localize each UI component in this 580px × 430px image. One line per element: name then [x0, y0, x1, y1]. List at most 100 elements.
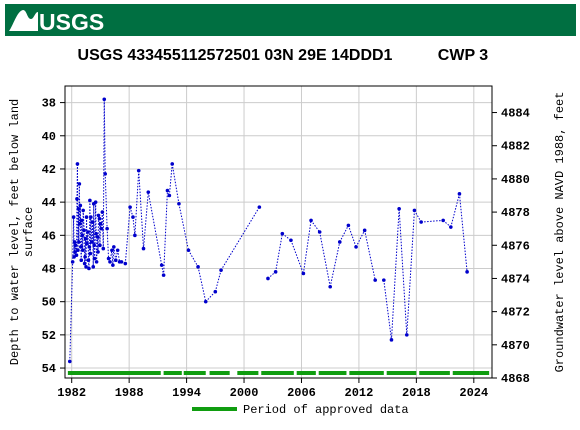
- data-point: [382, 278, 386, 282]
- data-point: [213, 289, 218, 294]
- x-tick-label: 2006: [287, 386, 316, 400]
- data-point: [389, 338, 394, 342]
- data-point: [83, 255, 87, 259]
- data-point: [77, 240, 81, 244]
- series-segment: [106, 228, 110, 259]
- series-segment: [310, 220, 321, 233]
- data-point: [397, 206, 401, 211]
- data-point: [102, 97, 107, 102]
- series-segment: [302, 220, 312, 274]
- series-segment: [414, 210, 422, 223]
- data-point: [98, 243, 102, 248]
- data-point: [99, 226, 104, 231]
- data-point: [78, 221, 82, 226]
- y2-axis-ticks: 4868 4870 4872 4874 4876 4878 4880 4882 4884: [492, 107, 530, 386]
- series-segment: [364, 230, 376, 281]
- data-point: [105, 226, 109, 231]
- data-point: [115, 248, 120, 253]
- data-point: [76, 248, 80, 253]
- y-tick-label: 40: [42, 130, 56, 144]
- data-point: [88, 198, 92, 203]
- data-point: [373, 278, 377, 282]
- data-point: [301, 271, 306, 276]
- series-segment: [214, 270, 222, 292]
- data-point: [128, 205, 132, 209]
- series-segment: [90, 217, 93, 242]
- data-point: [84, 265, 88, 269]
- data-point: [317, 230, 322, 234]
- series-segment: [124, 207, 131, 264]
- y2-tick-label: 4870: [501, 339, 530, 353]
- data-point: [100, 210, 105, 214]
- data-point: [85, 241, 89, 246]
- data-point: [159, 263, 164, 267]
- grid: [65, 86, 492, 378]
- data-point: [337, 240, 342, 244]
- data-point: [203, 299, 208, 304]
- data-point: [108, 260, 112, 264]
- data-point: [412, 208, 417, 213]
- data-point: [70, 260, 75, 264]
- data-point: [177, 201, 181, 206]
- x-axis-ticks: 1982 1988 1994 2000 2006 2012 2018 2024: [57, 378, 488, 400]
- data-point: [90, 240, 94, 244]
- series-segment: [94, 202, 97, 259]
- data-point: [98, 221, 103, 226]
- y2-tick-label: 4880: [501, 173, 530, 187]
- series-segment: [329, 241, 341, 287]
- y2-tick-label: 4872: [501, 306, 530, 320]
- y-tick-label: 38: [42, 97, 56, 111]
- data-point: [146, 190, 151, 194]
- chart-title: USGS 433455112572501 03N 29E 14DDD1: [78, 47, 393, 64]
- series-segment: [398, 208, 408, 335]
- usgs-logo-text: USGS: [39, 9, 104, 35]
- y2-tick-label: 4868: [501, 372, 530, 386]
- series-segment: [205, 291, 216, 303]
- series-segment: [96, 236, 99, 262]
- data-point: [73, 250, 77, 254]
- series-segment: [143, 192, 149, 249]
- series-segment: [147, 192, 163, 266]
- data-point: [110, 248, 114, 253]
- series-segment: [458, 193, 468, 272]
- usgs-header-banner: [5, 4, 576, 36]
- data-point: [441, 218, 445, 223]
- series-segment: [339, 225, 349, 243]
- series-segment: [171, 163, 180, 204]
- y-tick-label: 44: [42, 196, 56, 210]
- data-point: [86, 258, 91, 263]
- series-segment: [421, 219, 444, 223]
- series-segment: [163, 190, 168, 276]
- series-segment: [220, 206, 260, 271]
- data-point: [141, 246, 146, 251]
- chart-subtitle: CWP 3: [438, 47, 488, 64]
- data-point: [75, 197, 79, 201]
- data-point: [362, 228, 367, 233]
- y-tick-label: 42: [42, 163, 56, 177]
- y-tick-label: 54: [42, 362, 56, 376]
- data-point: [90, 220, 95, 224]
- data-point: [95, 235, 100, 239]
- usgs-logo-wave-icon: [9, 10, 38, 31]
- y-tick-label: 50: [42, 296, 56, 310]
- series-segment: [450, 193, 460, 228]
- data-point: [346, 223, 351, 228]
- y-axis-ticks: 38 40 42 44 46 48 50 52 54: [42, 97, 65, 376]
- data-point: [465, 270, 469, 274]
- data-point: [93, 200, 98, 204]
- data-point: [136, 168, 141, 173]
- data-point: [83, 236, 88, 241]
- data-point: [101, 246, 106, 251]
- series-segment: [132, 217, 136, 236]
- data-point: [170, 162, 175, 166]
- series-segment: [103, 99, 106, 174]
- data-point: [97, 216, 102, 221]
- series-segment: [113, 246, 117, 261]
- series-segment: [117, 250, 121, 262]
- series-segment: [282, 233, 292, 241]
- data-point: [103, 172, 108, 176]
- data-point: [133, 233, 137, 238]
- data-point: [165, 188, 170, 193]
- data-point: [82, 261, 87, 266]
